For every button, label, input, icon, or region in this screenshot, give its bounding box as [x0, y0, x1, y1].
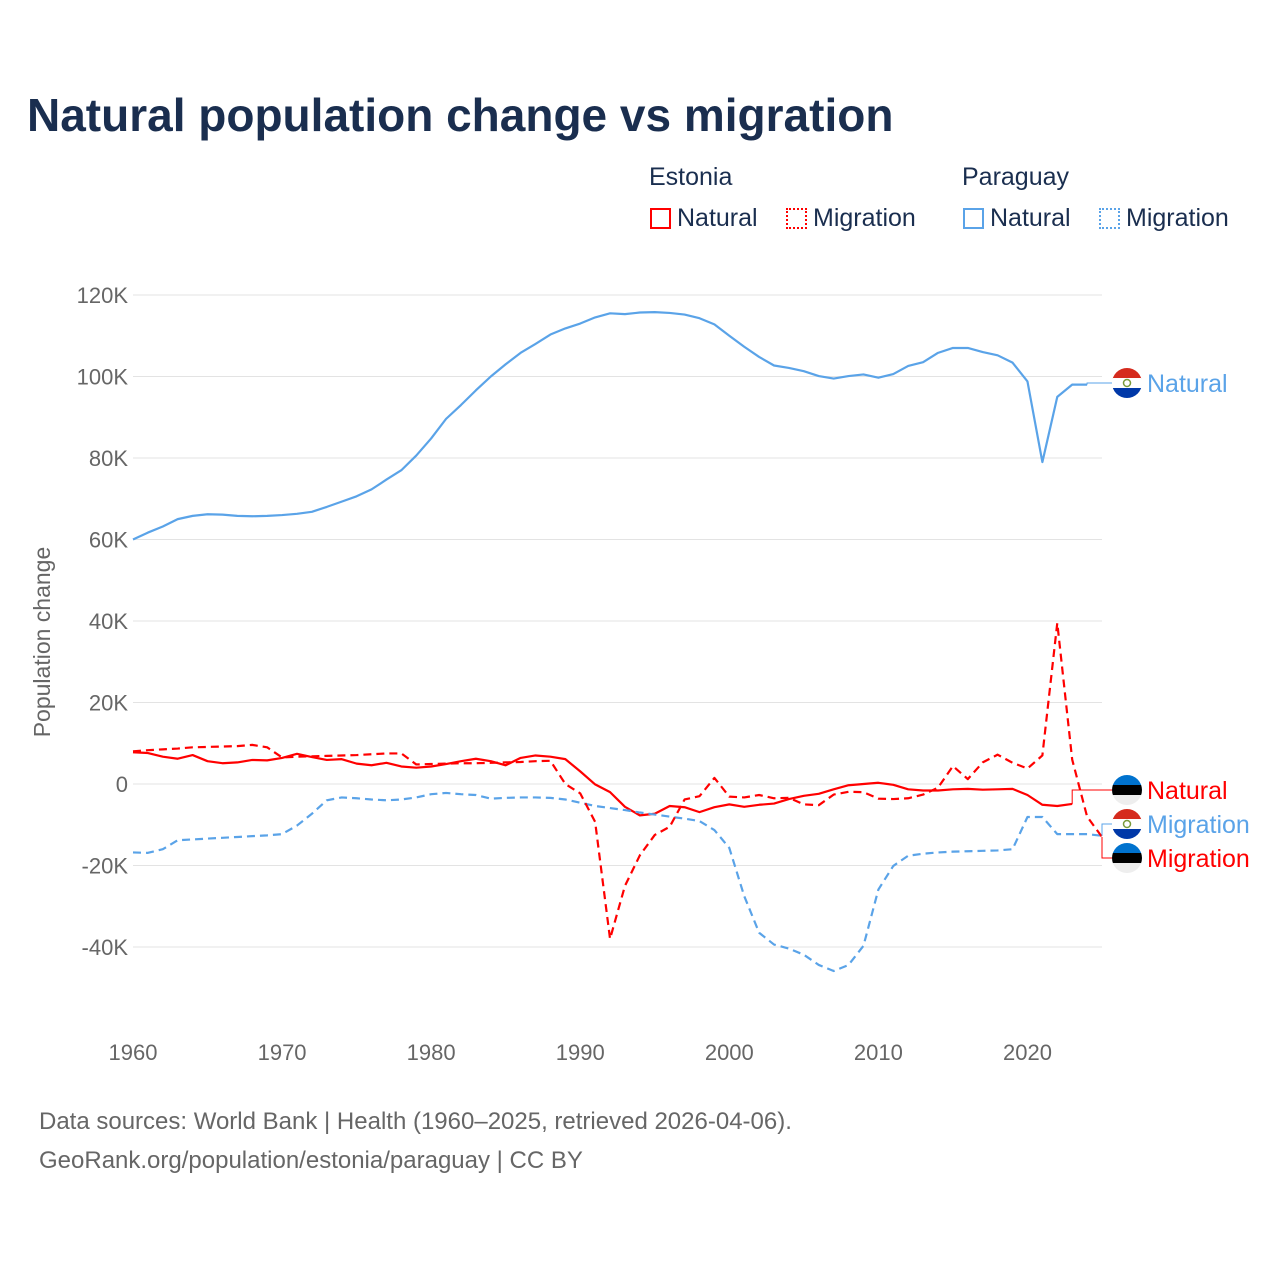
- series-end-label: Natural: [1147, 370, 1228, 398]
- legend-swatch: [963, 208, 984, 229]
- y-axis-label: Population change: [29, 547, 55, 738]
- y-tick-label: 60K: [89, 528, 128, 553]
- legend-label: Natural: [990, 204, 1071, 232]
- legend-group-estonia: Estonia: [649, 163, 733, 191]
- source-line-2: GeoRank.org/population/estonia/paraguay …: [39, 1147, 583, 1174]
- legend-group-paraguay: Paraguay: [962, 163, 1070, 191]
- y-tick-label: 20K: [89, 691, 128, 716]
- x-tick-label: 2010: [854, 1040, 903, 1065]
- series-line-paraguay-natural: [132, 311, 1088, 541]
- estonia-flag-icon: [1112, 843, 1142, 873]
- series-line-paraguay-migration: [132, 791, 1103, 973]
- series-end-label: Migration: [1147, 845, 1250, 873]
- legend-label: Natural: [677, 204, 758, 232]
- y-tick-label: 120K: [77, 283, 129, 308]
- legend-label: Migration: [1126, 204, 1229, 232]
- legend-label: Migration: [813, 204, 916, 232]
- y-tick-label: 100K: [77, 365, 129, 390]
- y-tick-label: 80K: [89, 446, 128, 471]
- series-line-estonia-natural: [132, 751, 1073, 817]
- source-line-1: Data sources: World Bank | Health (1960–…: [39, 1108, 792, 1135]
- y-tick-label: -20K: [82, 854, 129, 879]
- legend-paraguay-natural[interactable]: Natural: [963, 204, 1071, 233]
- legend-paraguay-migration[interactable]: Migration: [1099, 204, 1229, 233]
- label-connector: [1086, 382, 1112, 385]
- x-tick-label: 1980: [407, 1040, 456, 1065]
- paraguay-flag-icon: [1112, 368, 1142, 398]
- series-end-label: Migration: [1147, 811, 1250, 839]
- label-connector: [1071, 789, 1112, 804]
- legend-swatch: [786, 208, 807, 229]
- label-connector: [1101, 836, 1112, 859]
- x-tick-label: 1960: [109, 1040, 158, 1065]
- x-tick-label: 2020: [1003, 1040, 1052, 1065]
- x-tick-label: 1970: [258, 1040, 307, 1065]
- chart-title: Natural population change vs migration: [27, 89, 894, 141]
- x-tick-label: 2000: [705, 1040, 754, 1065]
- legend-swatch: [650, 208, 671, 229]
- paraguay-flag-icon: [1112, 809, 1142, 839]
- label-connector: [1101, 823, 1112, 836]
- estonia-flag-icon: [1112, 775, 1142, 805]
- legend-estonia-natural[interactable]: Natural: [650, 204, 758, 233]
- y-tick-label: -40K: [82, 935, 129, 960]
- legend-swatch: [1099, 208, 1120, 229]
- x-tick-label: 1990: [556, 1040, 605, 1065]
- legend-estonia-migration[interactable]: Migration: [786, 204, 916, 233]
- y-tick-label: 0: [116, 772, 128, 797]
- series-end-label: Natural: [1147, 777, 1228, 805]
- series-line-estonia-migration: [132, 621, 1103, 940]
- y-tick-label: 40K: [89, 609, 128, 634]
